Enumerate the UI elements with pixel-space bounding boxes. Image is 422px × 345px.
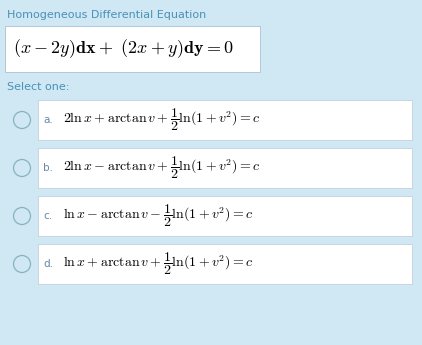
FancyBboxPatch shape <box>38 244 412 284</box>
Circle shape <box>14 111 30 128</box>
Text: d.: d. <box>43 259 53 269</box>
Circle shape <box>14 207 30 225</box>
Text: c.: c. <box>43 211 52 221</box>
Text: $2\ln x - \arctan v + \dfrac{1}{2}\ln(1 + v^{2}) = c$: $2\ln x - \arctan v + \dfrac{1}{2}\ln(1 … <box>63 155 261 181</box>
Text: Homogeneous Differential Equation: Homogeneous Differential Equation <box>7 10 206 20</box>
Text: $\ln x + \arctan v + \dfrac{1}{2}\ln(1 + v^{2}) = c$: $\ln x + \arctan v + \dfrac{1}{2}\ln(1 +… <box>63 251 254 277</box>
Text: a.: a. <box>43 115 53 125</box>
FancyBboxPatch shape <box>38 148 412 188</box>
Text: b.: b. <box>43 163 53 173</box>
FancyBboxPatch shape <box>38 100 412 140</box>
Circle shape <box>14 256 30 273</box>
Text: Select one:: Select one: <box>7 82 69 92</box>
Circle shape <box>14 159 30 177</box>
FancyBboxPatch shape <box>38 196 412 236</box>
Text: $\mathit{(x-2y)}\mathbf{dx}+\ \mathit{(2x+y)}\mathbf{dy}=\mathbf{0}$: $\mathit{(x-2y)}\mathbf{dx}+\ \mathit{(2… <box>13 38 234 60</box>
Text: $\ln x - \arctan v - \dfrac{1}{2}\ln(1 + v^{2}) = c$: $\ln x - \arctan v - \dfrac{1}{2}\ln(1 +… <box>63 203 254 229</box>
Text: $2\ln x + \arctan v + \dfrac{1}{2}\ln(1 + v^{2}) = c$: $2\ln x + \arctan v + \dfrac{1}{2}\ln(1 … <box>63 107 261 133</box>
FancyBboxPatch shape <box>5 26 260 72</box>
